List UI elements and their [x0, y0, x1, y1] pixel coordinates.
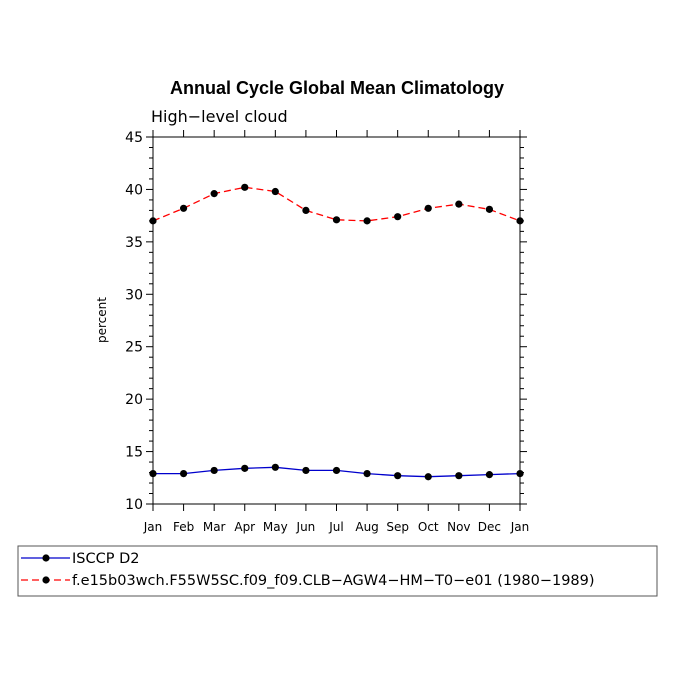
- x-tick-label: Dec: [478, 520, 501, 534]
- x-tick-label: Oct: [418, 520, 439, 534]
- y-tick-label: 25: [125, 340, 143, 356]
- series-1-point: [363, 217, 371, 225]
- series-1-point: [179, 204, 188, 212]
- series-0-point: [210, 466, 218, 475]
- x-tick-label: Sep: [386, 520, 409, 534]
- plot-area: 10 15 20 25 30 35 40 45 Jan Feb Mar Apr May Jun Jul Aug…: [125, 130, 529, 534]
- legend-box: [17, 545, 658, 597]
- y-tick-label: 20: [125, 392, 143, 408]
- x-tick-label: Aug: [355, 520, 378, 534]
- series-0-point: [485, 471, 494, 479]
- series-0-point: [394, 472, 402, 480]
- legend-marker-0: [42, 554, 50, 562]
- series-1-point: [302, 206, 310, 214]
- series-line-1: [152, 186, 521, 222]
- chart-subtitle: High−level cloud: [151, 107, 288, 126]
- series-0-point: [149, 469, 157, 478]
- series-1-point: [271, 187, 279, 196]
- plot-frame: [152, 136, 521, 505]
- x-tick-label: Jan: [143, 520, 163, 534]
- chart-title: Annual Cycle Global Mean Climatology: [170, 78, 504, 98]
- series-1-point: [516, 217, 524, 225]
- series-0-point: [363, 469, 371, 478]
- x-tick-label: Mar: [203, 520, 226, 534]
- series-0-point: [241, 464, 249, 472]
- series-0-point: [179, 469, 188, 478]
- y-tick-label: 30: [125, 287, 143, 303]
- x-tick-label: May: [263, 520, 288, 534]
- series-1-point: [394, 213, 402, 221]
- x-tick-label: Nov: [447, 520, 470, 534]
- series-0-point: [302, 466, 310, 475]
- legend-label-1: f.e15b03wch.F55W5SC.f09_f09.CLB−AGW4−HM−…: [72, 573, 595, 589]
- y-tick-label: 15: [125, 445, 143, 461]
- series-1-point: [210, 190, 218, 198]
- series-0-point: [424, 473, 432, 481]
- y-tick-label: 35: [125, 235, 143, 251]
- x-tick-label: Apr: [234, 520, 255, 534]
- legend-label-0: ISCCP D2: [72, 551, 139, 567]
- legend: ISCCP D2 f.e15b03wch.F55W5SC.f09_f09.CLB−…: [17, 545, 658, 597]
- series-1-point: [149, 217, 157, 225]
- legend-marker-1: [42, 576, 50, 584]
- series-0-point: [455, 472, 463, 480]
- series-0-point: [271, 463, 279, 471]
- y-axis-title: percent: [95, 297, 109, 343]
- x-tick-label: Feb: [173, 520, 194, 534]
- y-tick-label: 45: [125, 130, 143, 146]
- y-tick-label: 10: [125, 497, 143, 513]
- x-tick-label: Jun: [296, 520, 316, 534]
- series-1-point: [485, 205, 494, 213]
- x-tick-label: Jan: [510, 520, 530, 534]
- series-1-point: [241, 183, 249, 191]
- x-tick-label: Jul: [328, 520, 343, 534]
- series-1-point: [424, 204, 432, 212]
- series-1-point: [455, 200, 463, 208]
- series-0-point: [332, 466, 341, 475]
- series-0-point: [516, 469, 524, 478]
- y-tick-label: 40: [125, 182, 143, 198]
- series-1-point: [332, 216, 341, 224]
